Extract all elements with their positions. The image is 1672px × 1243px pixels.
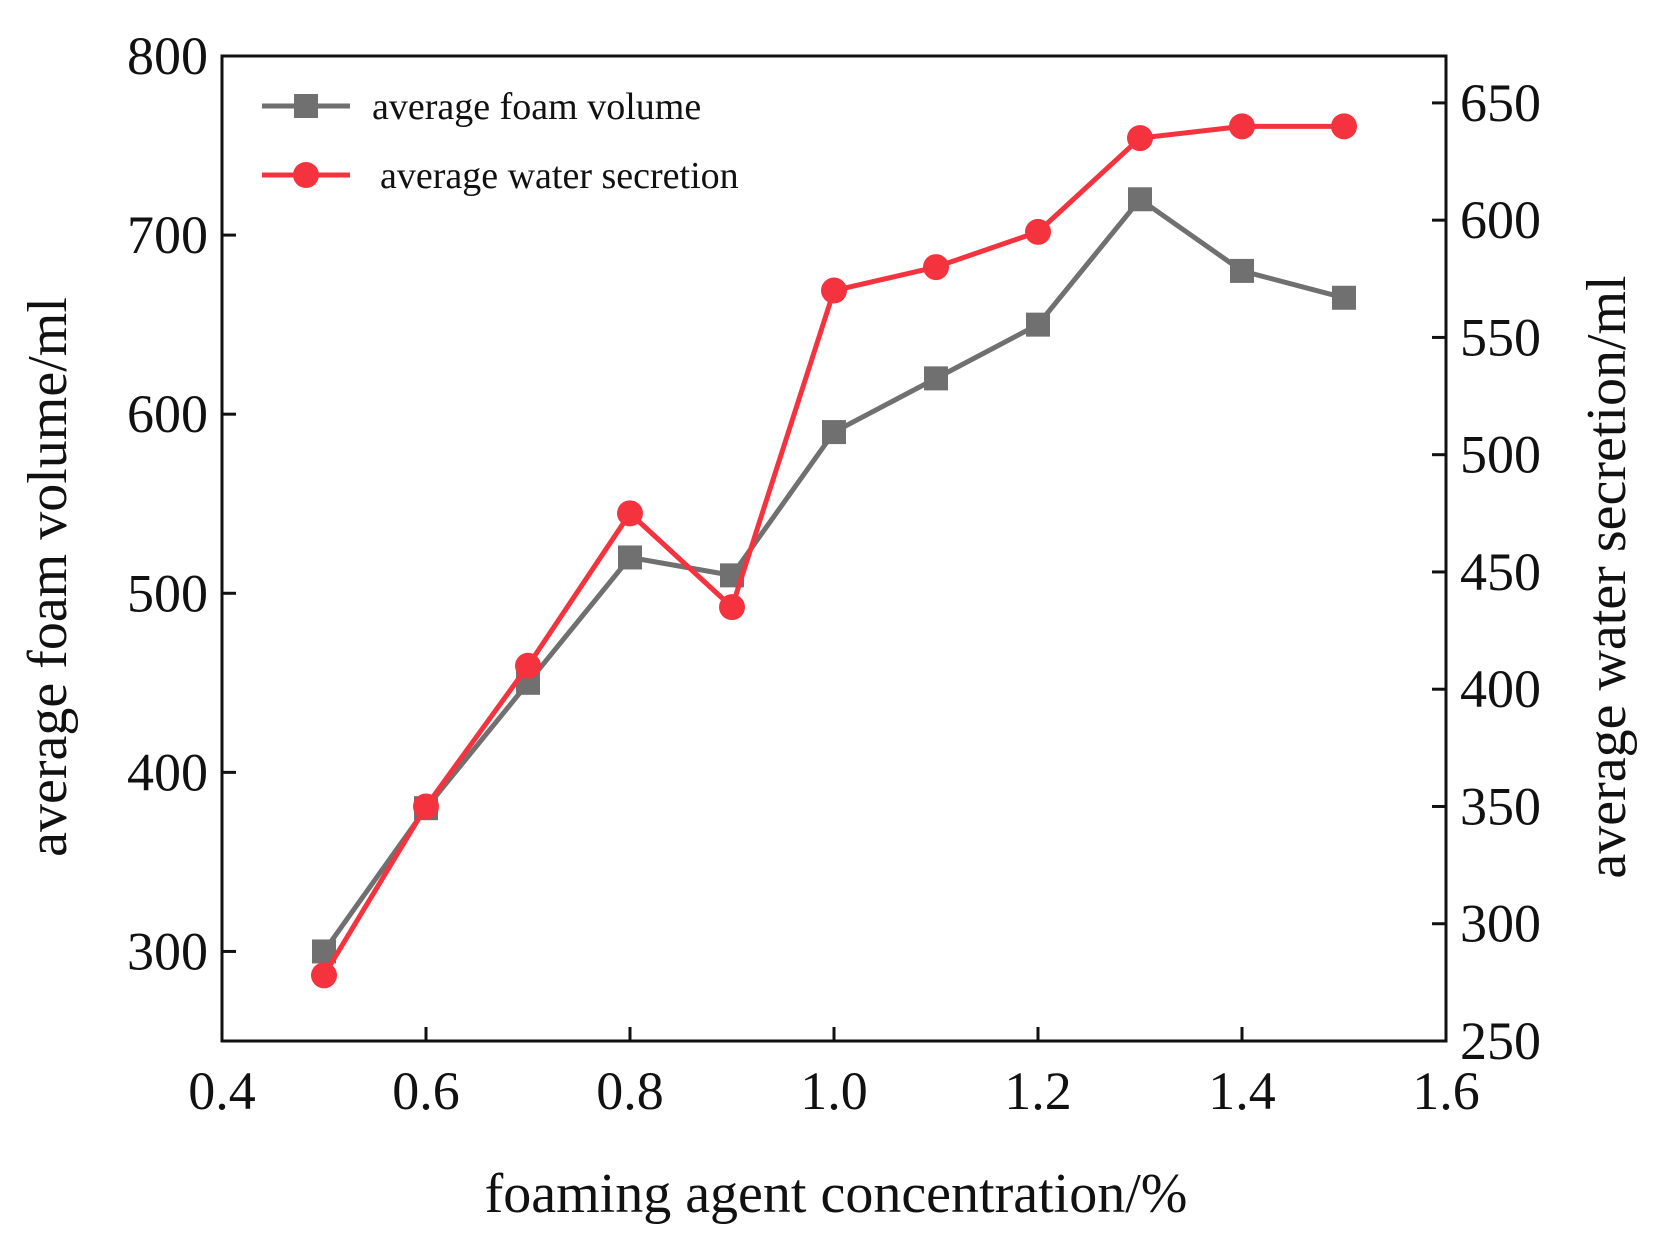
y-tick-label: 300 [127, 921, 208, 981]
y2-tick-label: 600 [1460, 190, 1541, 250]
data-point [1127, 125, 1153, 152]
y-tick-label: 400 [127, 742, 208, 802]
y-axis-left-title: average foam volume/ml [17, 297, 79, 857]
data-point [1331, 113, 1357, 140]
x-tick-label: 0.8 [596, 1061, 664, 1121]
series-average-water-secretion [311, 113, 1357, 989]
y-tick-label: 700 [127, 205, 208, 265]
y-tick-label: 800 [127, 26, 208, 86]
x-axis: 0.4 0.6 0.8 1.0 1.2 1.4 1.6 [188, 1027, 1480, 1121]
data-point [1025, 218, 1051, 245]
data-point [1229, 113, 1255, 140]
x-tick-label: 0.6 [392, 1061, 460, 1121]
data-point [719, 594, 745, 621]
legend-label-water-secretion: average water secretion [380, 155, 739, 197]
data-point [617, 500, 643, 527]
y-tick-label: 600 [127, 384, 208, 444]
x-axis-title: foaming agent concentration/% [485, 1163, 1188, 1225]
data-point [1128, 187, 1152, 212]
y2-tick-label: 350 [1460, 776, 1541, 836]
y-axis-right: 250 300 350 400 450 500 550 600 650 [1432, 73, 1541, 1071]
x-tick-label: 1.2 [1004, 1061, 1072, 1121]
data-point [1026, 312, 1050, 337]
legend-label-foam-volume: average foam volume [372, 86, 701, 128]
y2-tick-label: 400 [1460, 659, 1541, 719]
y2-tick-label: 450 [1460, 542, 1541, 602]
x-tick-label: 1.6 [1412, 1061, 1480, 1121]
y2-tick-label: 650 [1460, 73, 1541, 133]
x-tick-label: 1.0 [800, 1061, 868, 1121]
y-tick-label: 500 [127, 563, 208, 623]
legend-marker-square [294, 94, 318, 118]
data-point [413, 793, 439, 820]
legend: average foam volume average water secret… [262, 86, 739, 197]
y2-tick-label: 300 [1460, 894, 1541, 954]
y-axis-left: 300 400 500 600 700 800 [127, 26, 236, 981]
data-point [1230, 258, 1254, 283]
legend-marker-circle [293, 162, 319, 188]
y2-tick-label: 500 [1460, 425, 1541, 485]
plot-series [311, 113, 1357, 989]
data-point [822, 420, 846, 445]
data-point [618, 545, 642, 570]
x-tick-label: 1.4 [1208, 1061, 1276, 1121]
y2-tick-label: 250 [1460, 1011, 1541, 1071]
data-point [821, 277, 847, 304]
y-axis-right-title: average water secretion/ml [1576, 275, 1638, 878]
legend-item-foam-volume: average foam volume [262, 86, 701, 128]
legend-item-water-secretion: average water secretion [262, 155, 739, 197]
data-point [515, 652, 541, 679]
data-point [924, 366, 948, 391]
y2-tick-label: 550 [1460, 307, 1541, 367]
data-point [1332, 285, 1356, 310]
data-point [923, 254, 949, 281]
data-point [311, 962, 337, 989]
x-tick-label: 0.4 [188, 1061, 256, 1121]
